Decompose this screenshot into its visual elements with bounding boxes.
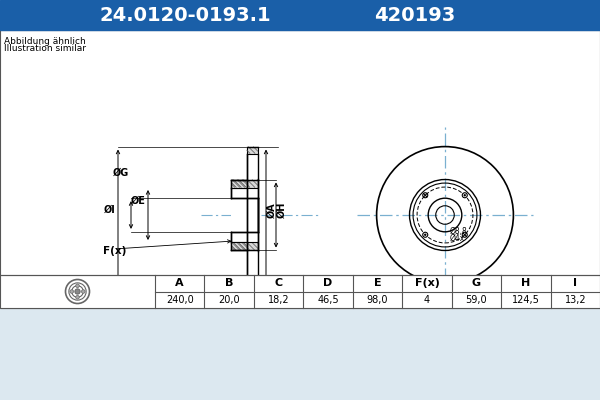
Polygon shape xyxy=(232,242,247,250)
Text: B: B xyxy=(225,278,233,288)
Text: D: D xyxy=(240,290,250,300)
Bar xyxy=(232,180,258,188)
Text: E: E xyxy=(374,278,382,288)
Text: Ø4x: Ø4x xyxy=(450,234,465,242)
Polygon shape xyxy=(232,242,258,250)
Text: D: D xyxy=(323,278,332,288)
Text: 46,5: 46,5 xyxy=(317,295,339,305)
Circle shape xyxy=(462,232,467,237)
Text: Illustration similar: Illustration similar xyxy=(4,44,86,53)
Text: B: B xyxy=(248,280,256,290)
Text: ØH: ØH xyxy=(277,202,287,218)
Text: G: G xyxy=(472,278,481,288)
Circle shape xyxy=(462,193,467,198)
Bar xyxy=(247,154,258,276)
Text: Ø8,8: Ø8,8 xyxy=(450,228,468,236)
Text: ØA: ØA xyxy=(267,202,277,218)
Circle shape xyxy=(423,193,428,198)
Text: I: I xyxy=(573,278,577,288)
Circle shape xyxy=(424,234,427,236)
Text: 420193: 420193 xyxy=(374,6,455,24)
Circle shape xyxy=(75,289,80,294)
Bar xyxy=(232,198,258,232)
Text: 98,0: 98,0 xyxy=(367,295,388,305)
Text: C: C xyxy=(275,278,283,288)
Text: ØI: ØI xyxy=(104,205,116,215)
Text: H: H xyxy=(521,278,530,288)
Text: 59,0: 59,0 xyxy=(466,295,487,305)
Polygon shape xyxy=(232,180,247,188)
Polygon shape xyxy=(247,147,258,154)
Circle shape xyxy=(464,194,466,196)
Text: 124,5: 124,5 xyxy=(512,295,540,305)
Circle shape xyxy=(76,296,79,299)
Circle shape xyxy=(76,284,79,288)
Text: A: A xyxy=(175,278,184,288)
Text: 20,0: 20,0 xyxy=(218,295,240,305)
Text: ØE: ØE xyxy=(131,196,146,206)
Text: F(x): F(x) xyxy=(415,278,439,288)
Circle shape xyxy=(82,290,85,293)
Circle shape xyxy=(70,290,74,293)
Text: ØG: ØG xyxy=(113,167,129,177)
Text: F(x): F(x) xyxy=(103,246,127,256)
Text: 4: 4 xyxy=(424,295,430,305)
Circle shape xyxy=(423,232,428,237)
Polygon shape xyxy=(247,276,258,283)
Polygon shape xyxy=(232,180,258,188)
Text: C (MTH): C (MTH) xyxy=(261,280,308,290)
Bar xyxy=(0,30,600,308)
Text: 13,2: 13,2 xyxy=(565,295,586,305)
Text: 18,2: 18,2 xyxy=(268,295,289,305)
Text: 240,0: 240,0 xyxy=(166,295,194,305)
Text: 24.0120-0193.1: 24.0120-0193.1 xyxy=(99,6,271,24)
Text: Abbildung ähnlich: Abbildung ähnlich xyxy=(4,37,86,46)
Bar xyxy=(0,275,600,308)
Bar xyxy=(0,0,600,30)
